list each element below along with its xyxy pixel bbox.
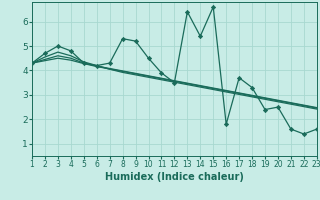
X-axis label: Humidex (Indice chaleur): Humidex (Indice chaleur) xyxy=(105,172,244,182)
